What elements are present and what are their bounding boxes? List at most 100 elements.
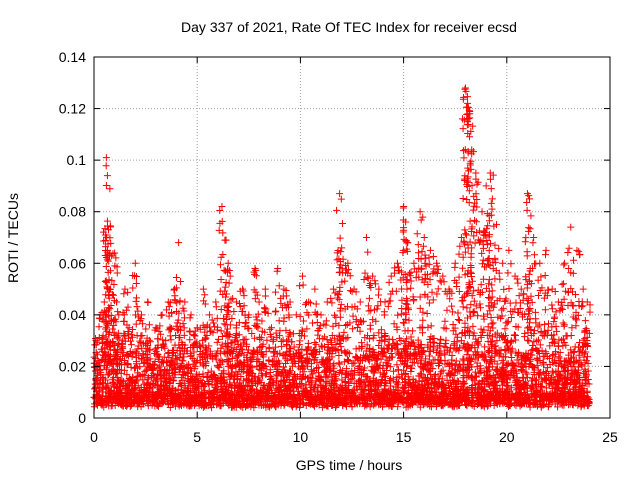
data-point: [387, 398, 395, 406]
data-point: [115, 335, 123, 343]
data-point: [460, 340, 468, 348]
data-point: [466, 133, 474, 141]
data-point: [421, 259, 429, 267]
data-point: [211, 353, 219, 361]
data-point: [336, 190, 344, 198]
data-point: [115, 388, 123, 396]
data-points: [90, 84, 594, 412]
data-point: [386, 377, 394, 385]
data-point: [337, 301, 345, 309]
data-point: [400, 319, 408, 327]
data-point: [316, 347, 324, 355]
data-point: [97, 396, 105, 404]
data-point: [172, 274, 180, 282]
data-point: [336, 287, 344, 295]
data-point: [217, 253, 225, 261]
data-point: [263, 397, 271, 405]
data-point: [166, 323, 174, 331]
data-point: [165, 372, 173, 380]
data-point: [162, 337, 170, 345]
data-point: [296, 352, 304, 360]
data-point: [442, 325, 450, 333]
data-point: [236, 363, 244, 371]
data-point: [422, 275, 430, 283]
data-point: [459, 355, 467, 363]
data-point: [312, 365, 320, 373]
data-point: [216, 349, 224, 357]
data-point: [237, 345, 245, 353]
data-point: [241, 358, 249, 366]
data-point: [346, 394, 354, 402]
data-point: [337, 304, 345, 312]
data-point: [449, 308, 457, 316]
data-point: [539, 392, 547, 400]
data-point: [108, 338, 116, 346]
data-point: [410, 296, 418, 304]
data-point: [326, 380, 334, 388]
data-point: [533, 355, 541, 363]
data-point: [324, 344, 332, 352]
data-point: [257, 370, 265, 378]
data-point: [210, 319, 218, 327]
data-point: [544, 364, 552, 372]
data-point: [273, 377, 281, 385]
data-point: [452, 387, 460, 395]
data-point: [243, 353, 251, 361]
data-point: [369, 272, 377, 280]
data-point: [562, 368, 570, 376]
data-point: [405, 380, 413, 388]
data-point: [581, 365, 589, 373]
data-point: [296, 282, 304, 290]
data-point: [424, 323, 432, 331]
data-point: [110, 281, 118, 289]
data-point: [225, 401, 233, 409]
data-point: [171, 341, 179, 349]
data-point: [513, 369, 521, 377]
data-point: [530, 363, 538, 371]
data-point: [319, 391, 327, 399]
data-point: [239, 307, 247, 315]
data-point: [385, 402, 393, 410]
data-point: [441, 360, 449, 368]
data-point: [461, 85, 469, 93]
data-point: [275, 282, 283, 290]
data-point: [152, 347, 160, 355]
data-point: [224, 259, 232, 267]
data-point: [222, 332, 230, 340]
data-point: [470, 287, 478, 295]
data-point: [393, 259, 401, 267]
data-point: [236, 300, 244, 308]
data-point: [258, 317, 266, 325]
data-point: [235, 398, 243, 406]
data-point: [467, 357, 475, 365]
data-point: [372, 317, 380, 325]
data-point: [503, 389, 511, 397]
data-point: [351, 359, 359, 367]
data-point: [585, 380, 593, 388]
data-point: [107, 239, 115, 247]
data-point: [436, 339, 444, 347]
data-point: [420, 278, 428, 286]
data-point: [239, 365, 247, 373]
data-point: [465, 361, 473, 369]
data-point: [461, 240, 469, 248]
data-point: [315, 324, 323, 332]
data-point: [356, 298, 364, 306]
data-point: [463, 183, 471, 191]
data-point: [235, 360, 243, 368]
data-point: [227, 381, 235, 389]
data-point: [513, 391, 521, 399]
data-point: [385, 387, 393, 395]
data-point: [344, 357, 352, 365]
data-point: [140, 387, 148, 395]
data-point: [546, 342, 554, 350]
data-point: [282, 381, 290, 389]
data-point: [210, 400, 218, 408]
data-point: [105, 312, 113, 320]
data-point: [212, 303, 220, 311]
data-point: [570, 390, 578, 398]
data-point: [93, 377, 101, 385]
data-point: [244, 381, 252, 389]
data-point: [156, 400, 164, 408]
data-point: [261, 292, 269, 300]
